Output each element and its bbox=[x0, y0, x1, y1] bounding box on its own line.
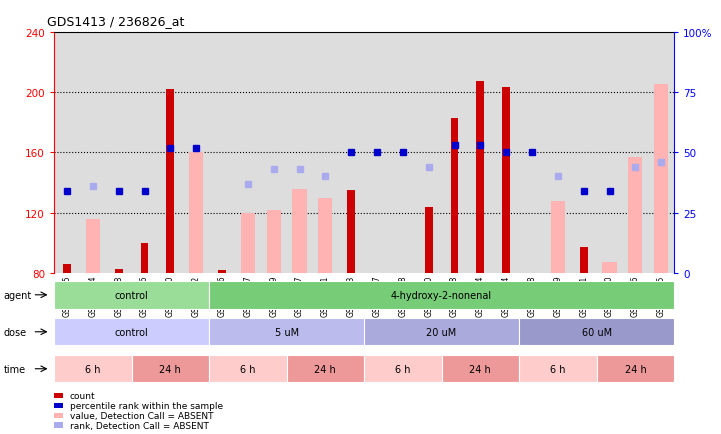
Bar bbox=[364, 355, 441, 383]
Bar bbox=[54, 319, 209, 345]
Text: 24 h: 24 h bbox=[469, 364, 491, 374]
Bar bbox=[628, 158, 642, 273]
Bar bbox=[115, 269, 123, 273]
Bar bbox=[54, 355, 131, 383]
Text: 24 h: 24 h bbox=[314, 364, 336, 374]
Bar bbox=[131, 355, 209, 383]
Bar bbox=[86, 219, 100, 273]
Text: 60 uM: 60 uM bbox=[582, 327, 611, 337]
Text: control: control bbox=[115, 290, 149, 300]
Text: 20 uM: 20 uM bbox=[427, 327, 456, 337]
Bar bbox=[603, 263, 616, 273]
Bar bbox=[54, 282, 209, 309]
Bar bbox=[451, 118, 459, 273]
Text: time: time bbox=[4, 364, 26, 374]
Text: control: control bbox=[115, 327, 149, 337]
Bar bbox=[364, 319, 519, 345]
Bar bbox=[654, 85, 668, 273]
Bar bbox=[519, 319, 674, 345]
Text: 6 h: 6 h bbox=[240, 364, 255, 374]
Text: 6 h: 6 h bbox=[85, 364, 100, 374]
Bar bbox=[241, 213, 255, 273]
Bar bbox=[293, 189, 306, 273]
Text: rank, Detection Call = ABSENT: rank, Detection Call = ABSENT bbox=[70, 421, 209, 430]
Bar bbox=[141, 243, 149, 273]
Text: 24 h: 24 h bbox=[624, 364, 646, 374]
Text: 6 h: 6 h bbox=[550, 364, 565, 374]
Bar bbox=[441, 355, 519, 383]
Bar bbox=[286, 355, 364, 383]
Text: dose: dose bbox=[4, 327, 27, 337]
Bar bbox=[209, 355, 286, 383]
Bar bbox=[348, 191, 355, 273]
Bar bbox=[209, 282, 674, 309]
Text: percentile rank within the sample: percentile rank within the sample bbox=[70, 401, 223, 410]
Bar bbox=[477, 82, 485, 273]
Bar bbox=[519, 355, 597, 383]
Bar bbox=[218, 270, 226, 273]
Text: GDS1413 / 236826_at: GDS1413 / 236826_at bbox=[47, 15, 185, 28]
Bar bbox=[167, 90, 174, 273]
Bar bbox=[267, 210, 280, 273]
Bar bbox=[209, 319, 364, 345]
Text: 24 h: 24 h bbox=[159, 364, 181, 374]
Text: count: count bbox=[70, 391, 96, 400]
Text: value, Detection Call = ABSENT: value, Detection Call = ABSENT bbox=[70, 411, 213, 420]
Text: 4-hydroxy-2-nonenal: 4-hydroxy-2-nonenal bbox=[391, 290, 492, 300]
Bar bbox=[596, 355, 674, 383]
Bar bbox=[425, 207, 433, 273]
Bar bbox=[63, 264, 71, 273]
Text: 6 h: 6 h bbox=[395, 364, 410, 374]
Text: 5 uM: 5 uM bbox=[275, 327, 298, 337]
Bar bbox=[318, 198, 332, 273]
Bar bbox=[580, 248, 588, 273]
Bar bbox=[503, 88, 510, 273]
Bar bbox=[551, 201, 565, 273]
Bar bbox=[189, 153, 203, 273]
Text: agent: agent bbox=[4, 290, 32, 300]
